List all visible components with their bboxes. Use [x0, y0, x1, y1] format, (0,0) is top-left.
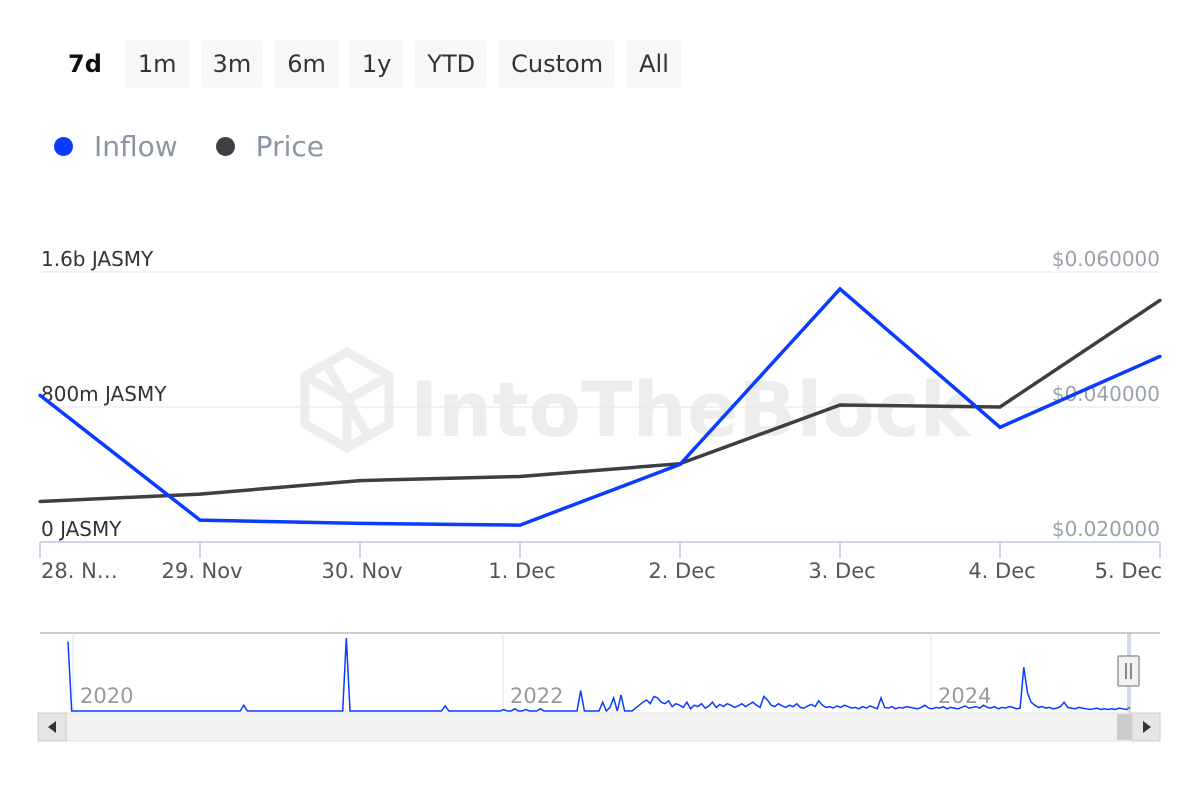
data-point-inflow [198, 518, 202, 522]
series-line-inflow [38, 286, 1161, 527]
watermark-text: IntoTheBlock [410, 365, 972, 454]
legend-item-inflow[interactable]: Inflow [54, 130, 178, 163]
intotheblock-logo-icon [300, 346, 394, 454]
navigator-year-label: 2020 [80, 684, 133, 708]
navigator-sparkline [67, 637, 1131, 713]
x-tick-label: 28. N… [41, 559, 118, 583]
data-point-inflow [838, 287, 842, 291]
legend-item-price[interactable]: Price [215, 130, 324, 163]
y-left-tick-label: 0 JASMY [41, 517, 122, 541]
watermark: IntoTheBlock [300, 346, 972, 454]
range-button-6m[interactable]: 6m [275, 40, 338, 88]
range-selector: 7d 1m 3m 6m 1y YTD Custom All [56, 40, 681, 88]
data-point-price [1158, 298, 1162, 302]
data-point-inflow [518, 523, 522, 527]
scrollbar-track[interactable] [37, 712, 1161, 742]
x-tick-label: 1. Dec [488, 559, 555, 583]
range-button-custom[interactable]: Custom [499, 40, 616, 88]
data-point-price [518, 474, 522, 479]
range-button-ytd[interactable]: YTD [415, 40, 488, 88]
arrow-right-icon[interactable] [1131, 712, 1161, 742]
data-point-price [678, 462, 682, 466]
data-point-price [998, 405, 1002, 409]
y-right-tick-label: $0.060000 [1052, 247, 1160, 271]
y-left-tick-label: 1.6b JASMY [41, 247, 154, 271]
data-point-price [38, 499, 42, 504]
legend-marker-icon [215, 137, 235, 156]
navigator-year-label: 2022 [510, 684, 563, 708]
y-right-tick-label: $0.020000 [1052, 517, 1160, 541]
chart-legend: Inflow Price [54, 130, 324, 163]
range-button-all[interactable]: All [627, 40, 681, 88]
range-button-3m[interactable]: 3m [200, 40, 264, 88]
arrow-left-icon[interactable] [37, 712, 67, 742]
scrollbar-thumb[interactable] [1117, 714, 1132, 740]
data-point-price [838, 403, 842, 407]
series-line-price [39, 298, 1161, 504]
range-button-7d[interactable]: 7d [68, 50, 102, 78]
data-point-inflow [678, 462, 682, 466]
data-point-inflow [1158, 354, 1162, 358]
x-tick-label: 29. Nov [161, 559, 242, 583]
data-point-inflow [38, 393, 42, 397]
navigator-selection[interactable] [1127, 633, 1131, 713]
data-point-inflow [998, 425, 1002, 429]
data-point-price [198, 492, 202, 496]
x-tick-label: 2. Dec [648, 559, 715, 583]
x-tick-label: 5. Dec [1095, 559, 1162, 583]
x-tick-label: 30. Nov [321, 559, 402, 583]
legend-label: Inflow [94, 130, 178, 163]
y-left-tick-label: 800m JASMY [41, 382, 167, 406]
data-point-price [358, 478, 362, 483]
data-point-inflow [358, 521, 362, 526]
navigator-year-label: 2024 [938, 684, 991, 708]
range-button-1y[interactable]: 1y [349, 40, 404, 88]
legend-marker-icon [54, 137, 73, 156]
y-right-tick-label: $0.040000 [1052, 382, 1160, 406]
drag-handle-icon[interactable] [1117, 655, 1140, 687]
x-tick-label: 4. Dec [968, 559, 1035, 583]
range-button-1m[interactable]: 1m [125, 40, 189, 88]
legend-label: Price [255, 130, 324, 163]
x-tick-label: 3. Dec [808, 559, 875, 583]
